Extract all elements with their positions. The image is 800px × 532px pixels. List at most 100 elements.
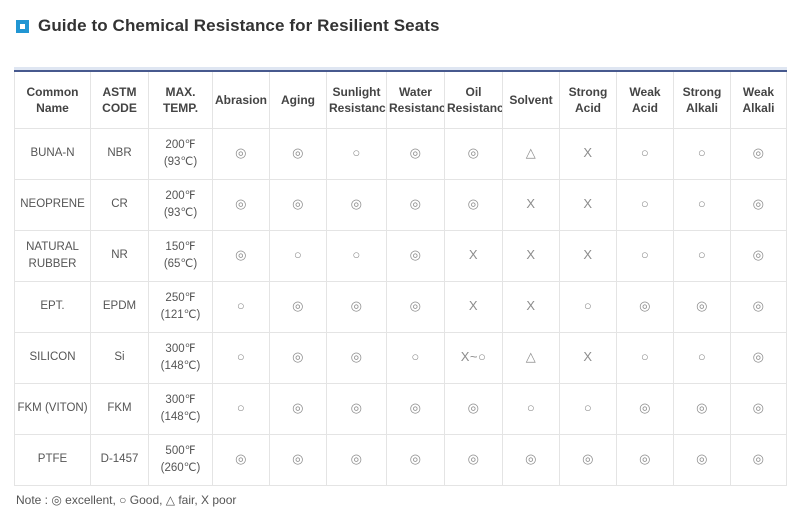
column-header-abrasion: Abrasion bbox=[212, 70, 270, 129]
rating-cell-strong-alkali: ○ bbox=[673, 178, 731, 231]
rating-cell-abrasion: ○ bbox=[212, 382, 270, 435]
table-header: Common Name ASTM CODE MAX. TEMP. Abrasion Ag… bbox=[14, 70, 787, 129]
rating-cell-strong-alkali: ○ bbox=[673, 331, 731, 384]
rating-cell-oil-resistance: ◎ bbox=[444, 178, 503, 231]
rating-cell-water-resistance: ◎ bbox=[386, 382, 445, 435]
common-name-cell: FKM (VITON) bbox=[14, 382, 91, 435]
rating-cell-solvent: X bbox=[502, 229, 560, 282]
max-temp-cell: 150℉ (65℃) bbox=[148, 229, 213, 282]
table-row-ept: EPT. EPDM 250℉ (121℃) ○ ◎ ◎ ◎ X X ○ ◎ ◎ ◎ bbox=[14, 280, 787, 333]
page-title: Guide to Chemical Resistance for Resilie… bbox=[38, 16, 440, 35]
rating-cell-strong-acid: X bbox=[559, 229, 617, 282]
temp-fahrenheit: 250℉ bbox=[165, 291, 196, 304]
rating-cell-weak-acid: ○ bbox=[616, 178, 674, 231]
temp-fahrenheit: 500℉ bbox=[165, 444, 196, 457]
temp-celsius: (121℃) bbox=[160, 308, 201, 321]
rating-cell-aging: ○ bbox=[269, 229, 327, 282]
rating-cell-weak-alkali: ◎ bbox=[730, 382, 787, 435]
column-header-solvent: Solvent bbox=[502, 70, 560, 129]
max-temp-cell: 300℉ (148℃) bbox=[148, 382, 213, 435]
max-temp-cell: 200℉ (93℃) bbox=[148, 127, 213, 180]
table-row-fkm-viton: FKM (VITON) FKM 300℉ (148℃) ○ ◎ ◎ ◎ ◎ ○ ○ ◎ ◎ ◎ bbox=[14, 382, 787, 435]
rating-cell-strong-alkali: ○ bbox=[673, 229, 731, 282]
common-name-cell: NATURAL RUBBER bbox=[14, 229, 91, 282]
rating-cell-weak-alkali: ◎ bbox=[730, 331, 787, 384]
column-header-weak-alkali: Weak Alkali bbox=[730, 70, 787, 129]
rating-cell-sunlight-resistance: ◎ bbox=[326, 280, 387, 333]
temp-celsius: (93℃) bbox=[163, 155, 198, 168]
rating-cell-sunlight-resistance: ○ bbox=[326, 127, 387, 180]
table-row-neoprene: NEOPRENE CR 200℉ (93℃) ◎ ◎ ◎ ◎ ◎ X X ○ ○ ◎ bbox=[14, 178, 787, 231]
rating-cell-strong-alkali: ◎ bbox=[673, 433, 731, 486]
legend-note: Note : ◎ excellent, ○ Good, △ fair, X po… bbox=[16, 492, 237, 507]
rating-cell-oil-resistance: X bbox=[444, 229, 503, 282]
max-temp-cell: 500℉ (260℃) bbox=[148, 433, 213, 486]
column-header-weak-acid: Weak Acid bbox=[616, 70, 674, 129]
column-header-strong-acid: Strong Acid bbox=[559, 70, 617, 129]
rating-cell-strong-alkali: ◎ bbox=[673, 382, 731, 435]
rating-cell-sunlight-resistance: ○ bbox=[326, 229, 387, 282]
common-name-cell: SILICON bbox=[14, 331, 91, 384]
rating-cell-weak-alkali: ◎ bbox=[730, 433, 787, 486]
rating-cell-water-resistance: ◎ bbox=[386, 127, 445, 180]
page: Guide to Chemical Resistance for Resilie… bbox=[14, 14, 787, 507]
column-header-max-temp: MAX. TEMP. bbox=[148, 70, 213, 129]
table-row-ptfe: PTFE D-1457 500℉ (260℃) ◎ ◎ ◎ ◎ ◎ ◎ ◎ ◎ ◎ ◎ bbox=[14, 433, 787, 486]
rating-cell-sunlight-resistance: ◎ bbox=[326, 433, 387, 486]
table-row-buna-n: BUNA-N NBR 200℉ (93℃) ◎ ◎ ○ ◎ ◎ △ X ○ ○ ◎ bbox=[14, 127, 787, 180]
rating-cell-abrasion: ◎ bbox=[212, 229, 270, 282]
section-title-row: Guide to Chemical Resistance for Resilie… bbox=[16, 14, 786, 38]
rating-cell-weak-alkali: ◎ bbox=[730, 178, 787, 231]
rating-cell-abrasion: ○ bbox=[212, 331, 270, 384]
rating-cell-solvent: △ bbox=[502, 331, 560, 384]
common-name-cell: PTFE bbox=[14, 433, 91, 486]
temp-celsius: (148℃) bbox=[160, 410, 201, 423]
rating-cell-aging: ◎ bbox=[269, 127, 327, 180]
rating-cell-water-resistance: ◎ bbox=[386, 229, 445, 282]
rating-cell-oil-resistance: X~○ bbox=[444, 331, 503, 384]
rating-cell-strong-acid: ○ bbox=[559, 280, 617, 333]
common-name-cell: EPT. bbox=[14, 280, 91, 333]
temp-celsius: (148℃) bbox=[160, 359, 201, 372]
rating-cell-water-resistance: ◎ bbox=[386, 280, 445, 333]
column-header-water-resistance: Water Resistance bbox=[386, 70, 445, 129]
rating-cell-oil-resistance: ◎ bbox=[444, 382, 503, 435]
astm-code-cell: EPDM bbox=[90, 280, 149, 333]
astm-code-cell: FKM bbox=[90, 382, 149, 435]
rating-cell-aging: ◎ bbox=[269, 382, 327, 435]
column-header-oil-resistance: Oil Resistance bbox=[444, 70, 503, 129]
rating-cell-weak-acid: ○ bbox=[616, 127, 674, 180]
max-temp-cell: 250℉ (121℃) bbox=[148, 280, 213, 333]
column-header-sunlight-resistance: Sunlight Resistance bbox=[326, 70, 387, 129]
temp-fahrenheit: 300℉ bbox=[165, 393, 196, 406]
rating-cell-sunlight-resistance: ◎ bbox=[326, 178, 387, 231]
max-temp-cell: 200℉ (93℃) bbox=[148, 178, 213, 231]
table-row-silicon: SILICON Si 300℉ (148℃) ○ ◎ ◎ ○ X~○ △ X ○ ○ ◎ bbox=[14, 331, 787, 384]
astm-code-cell: CR bbox=[90, 178, 149, 231]
rating-cell-weak-acid: ◎ bbox=[616, 382, 674, 435]
temp-celsius: (260℃) bbox=[160, 461, 201, 474]
temp-fahrenheit: 150℉ bbox=[165, 240, 196, 253]
rating-cell-weak-acid: ○ bbox=[616, 331, 674, 384]
rating-cell-abrasion: ◎ bbox=[212, 178, 270, 231]
rating-cell-weak-alkali: ◎ bbox=[730, 127, 787, 180]
rating-cell-strong-alkali: ○ bbox=[673, 127, 731, 180]
rating-cell-solvent: ○ bbox=[502, 382, 560, 435]
rating-cell-abrasion: ◎ bbox=[212, 127, 270, 180]
rating-cell-weak-acid: ○ bbox=[616, 229, 674, 282]
common-name-cell: BUNA-N bbox=[14, 127, 91, 180]
max-temp-cell: 300℉ (148℃) bbox=[148, 331, 213, 384]
rating-cell-aging: ◎ bbox=[269, 178, 327, 231]
rating-cell-strong-acid: ◎ bbox=[559, 433, 617, 486]
rating-cell-water-resistance: ◎ bbox=[386, 178, 445, 231]
rating-cell-solvent: X bbox=[502, 178, 560, 231]
column-header-aging: Aging bbox=[269, 70, 327, 129]
common-name-cell: NEOPRENE bbox=[14, 178, 91, 231]
rating-cell-solvent: X bbox=[502, 280, 560, 333]
rating-cell-weak-alkali: ◎ bbox=[730, 280, 787, 333]
column-header-common-name: Common Name bbox=[14, 70, 91, 129]
column-header-strong-alkali: Strong Alkali bbox=[673, 70, 731, 129]
astm-code-cell: NR bbox=[90, 229, 149, 282]
rating-cell-weak-alkali: ◎ bbox=[730, 229, 787, 282]
rating-cell-aging: ◎ bbox=[269, 331, 327, 384]
